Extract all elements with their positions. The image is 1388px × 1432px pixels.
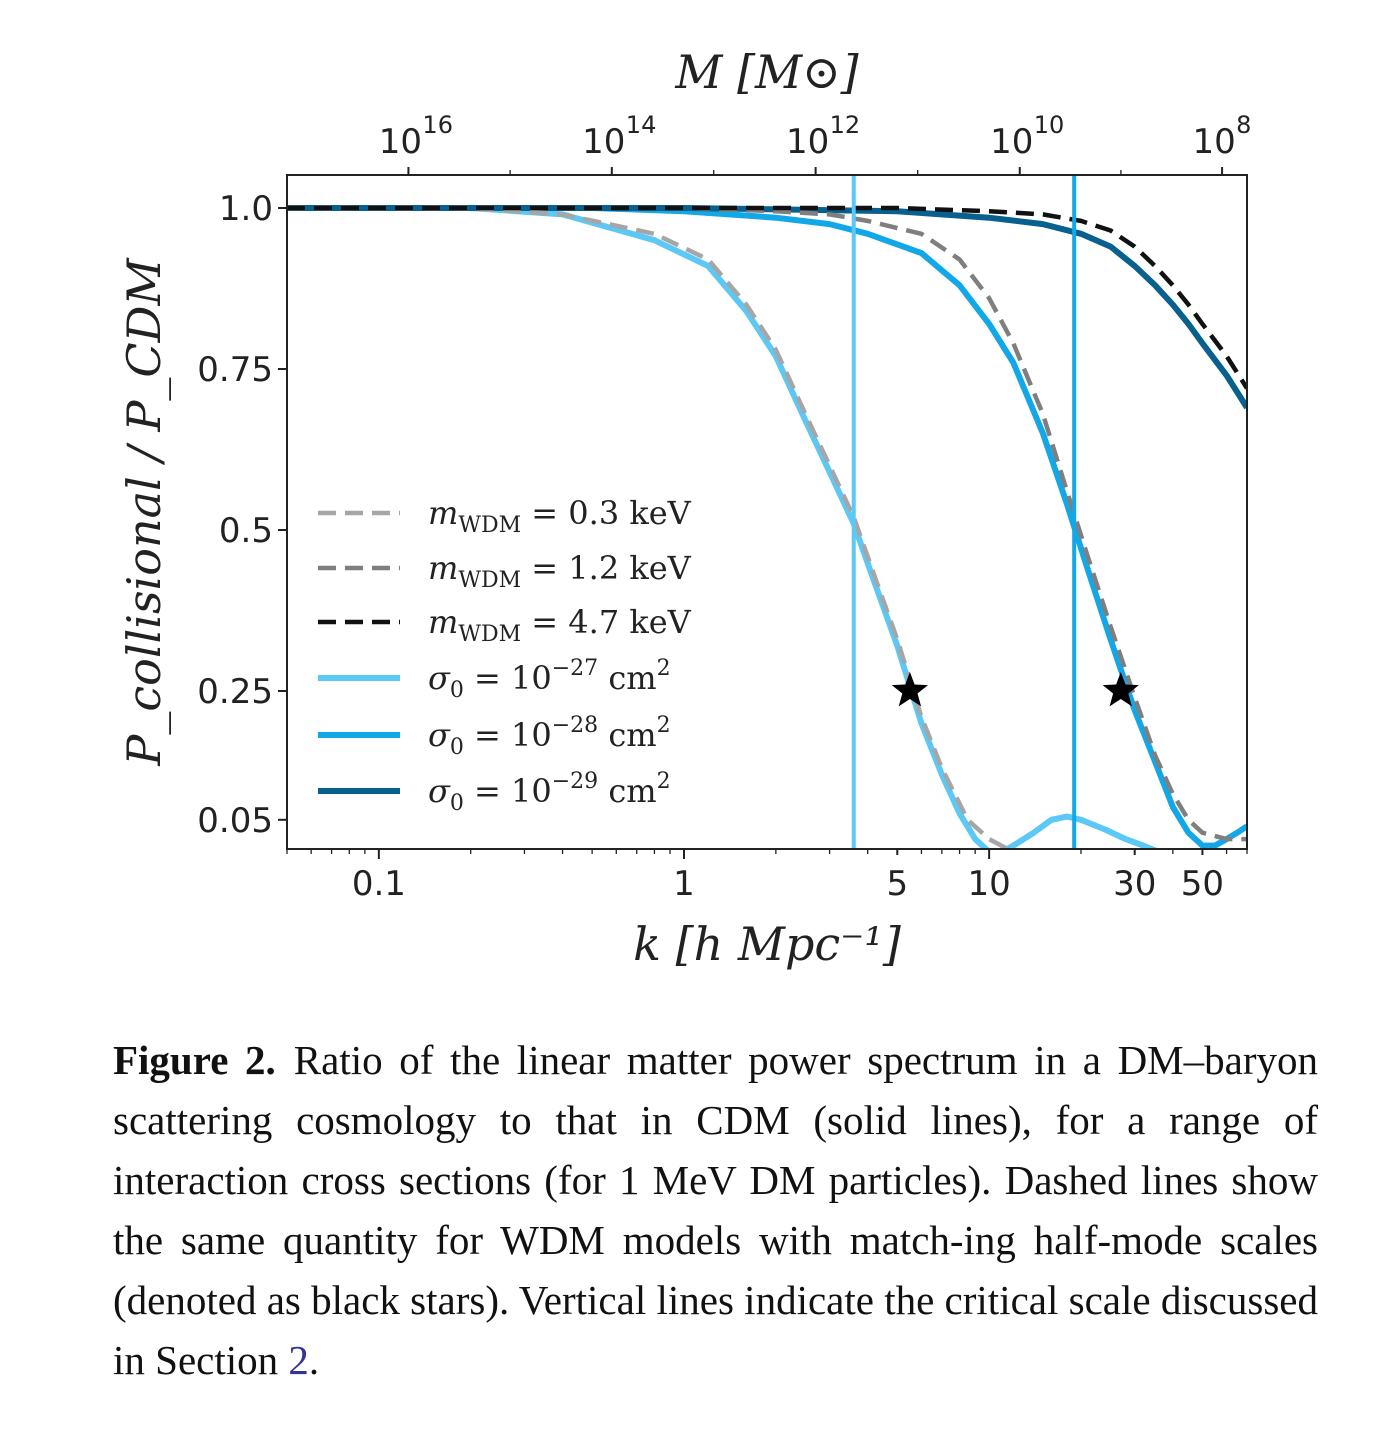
y-axis-title: P_collisional / P_CDM xyxy=(117,257,171,767)
top-tick-exp-4: 10 xyxy=(1034,111,1065,139)
plot-frame xyxy=(286,174,1248,850)
top-tick-label-3: 10 xyxy=(786,122,829,162)
section-link[interactable]: 2 xyxy=(288,1337,309,1383)
y-tick-label-1: 1.0 xyxy=(219,189,273,229)
top-tick-label-2: 10 xyxy=(582,122,625,162)
top-tick-label-1: 10 xyxy=(379,122,422,162)
series-line-3 xyxy=(287,205,1247,390)
series-line-2 xyxy=(287,205,1247,842)
legend-label-2: mWDM = 1.2 keV xyxy=(428,549,692,593)
top-tick-exp-3: 12 xyxy=(830,111,861,139)
y-tick-label-3: 0.5 xyxy=(219,511,273,551)
half-mode-star-2 xyxy=(1102,672,1139,707)
legend-label-6: σ0 = 10−29 cm2 xyxy=(428,769,671,816)
top-tick-exp-1: 16 xyxy=(422,111,453,139)
x-tick-label-4: 10 xyxy=(967,864,1010,904)
caption-end: . xyxy=(308,1337,320,1383)
x-tick-label-2: 1 xyxy=(673,864,695,904)
series-line-6 xyxy=(287,205,1247,410)
y-tick-label-4: 0.25 xyxy=(197,672,273,712)
caption-text: Ratio of the linear matter power spectru… xyxy=(113,1037,1318,1383)
series-line-4 xyxy=(287,205,1247,849)
x-axis-title: k [h Mpc⁻¹] xyxy=(633,917,901,971)
y-tick-label-5: 0.05 xyxy=(197,801,273,841)
legend: mWDM = 0.3 keV mWDM = 1.2 keV mWDM = 4.7 k… xyxy=(318,494,692,816)
legend-label-5: σ0 = 10−28 cm2 xyxy=(428,713,671,760)
figure-caption: Figure 2. Ratio of the linear matter powe… xyxy=(113,1030,1318,1390)
top-tick-exp-2: 14 xyxy=(626,111,657,139)
x-tick-label-1: 0.1 xyxy=(352,864,406,904)
top-tick-label-5: 10 xyxy=(1192,122,1235,162)
legend-label-4: σ0 = 10−27 cm2 xyxy=(428,656,671,703)
series-line-5 xyxy=(287,205,1247,849)
top-tick-label-4: 10 xyxy=(990,122,1033,162)
half-mode-star-1 xyxy=(891,672,928,707)
top-axis-title: M [M⊙] xyxy=(674,45,858,99)
x-tick-label-5: 30 xyxy=(1113,864,1156,904)
legend-label-1: mWDM = 0.3 keV xyxy=(428,494,692,538)
series-line-1 xyxy=(287,205,1013,849)
vertical-lines xyxy=(851,175,1077,849)
figure: 1.0 0.75 0.5 0.25 0.05 0.1 1 5 10 30 50 10 16 10 14 10 1… xyxy=(117,45,1251,971)
y-tick-label-2: 0.75 xyxy=(197,350,273,390)
caption-label: Figure 2. xyxy=(113,1037,276,1083)
x-tick-label-6: 50 xyxy=(1181,864,1224,904)
top-tick-exp-5: 8 xyxy=(1236,111,1251,139)
legend-label-3: mWDM = 4.7 keV xyxy=(428,603,692,647)
x-tick-label-3: 5 xyxy=(886,864,908,904)
series-layer xyxy=(287,205,1247,849)
stars-layer xyxy=(891,672,1139,707)
